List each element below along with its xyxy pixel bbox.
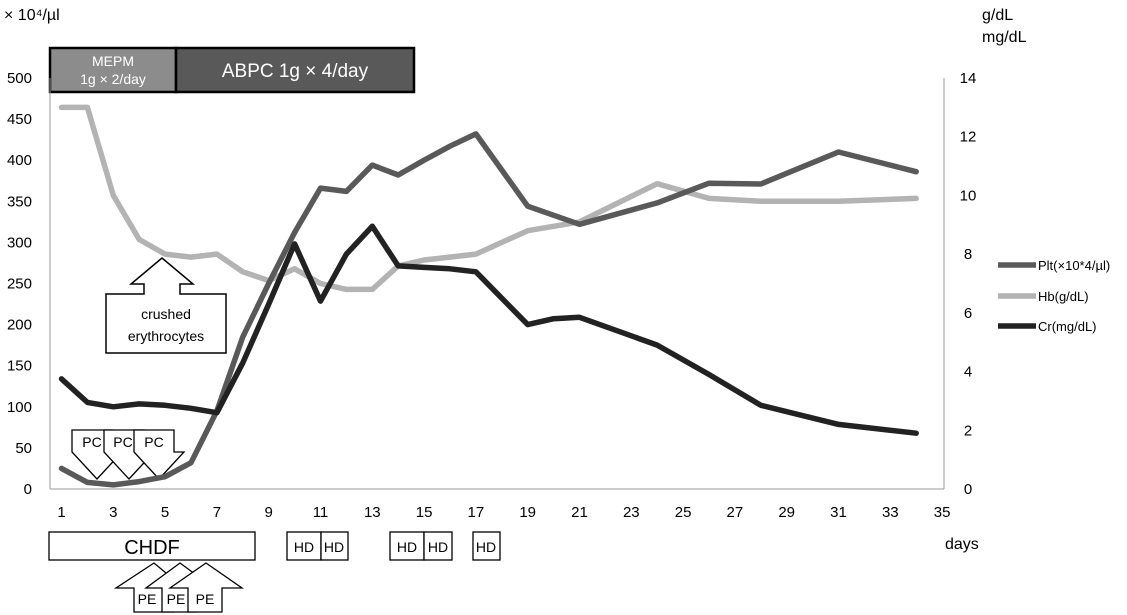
right-tick-label: 8 <box>964 246 972 263</box>
right-tick-label: 4 <box>964 364 972 381</box>
series-lines <box>58 104 919 488</box>
x-tick-label: 11 <box>313 504 329 521</box>
left-tick-label: 200 <box>7 317 32 334</box>
svg-text:HD: HD <box>428 539 448 555</box>
right-tick-label: 10 <box>960 187 977 204</box>
left-tick-label: 150 <box>7 358 32 375</box>
mepm-label-line2: 1g × 2/day <box>80 71 146 87</box>
left-tick-label: 250 <box>7 276 32 293</box>
left-tick-label: 400 <box>7 152 32 169</box>
mepm-label-line1: MEPM <box>92 53 134 69</box>
svg-text:PE: PE <box>167 591 186 607</box>
x-axis-label: days <box>945 536 979 553</box>
legend-label: Cr(mg/dL) <box>1038 319 1097 334</box>
hd-session-5: HD <box>472 531 501 561</box>
pc-label-3: PC <box>144 434 163 450</box>
x-tick-label: 33 <box>882 504 899 521</box>
right-tick-label: 14 <box>960 70 977 87</box>
legend-label: Hb(g/dL) <box>1038 289 1089 304</box>
right-tick-label: 2 <box>964 422 972 439</box>
svg-text:PE: PE <box>138 591 157 607</box>
x-tick-label: 5 <box>161 504 169 521</box>
hd-session-4: HD <box>423 531 453 561</box>
svg-text:HD: HD <box>397 539 417 555</box>
x-axis-ticks: 1 3 5 7 9 11 13 15 17 19 21 23 25 27 29 31 33 35 <box>57 504 950 521</box>
left-tick-label: 450 <box>7 111 32 128</box>
x-tick-label: 23 <box>623 504 640 521</box>
x-tick-label: 27 <box>727 504 744 521</box>
left-tick-label: 500 <box>7 70 32 87</box>
hd-session-3: HD <box>389 531 425 561</box>
right-axis-ticks: 0 2 4 6 8 10 12 14 <box>960 70 977 498</box>
series-line-2 <box>58 104 919 293</box>
chdf-label: CHDF <box>124 537 180 559</box>
x-tick-label: 21 <box>571 504 588 521</box>
x-tick-label: 9 <box>265 504 273 521</box>
svg-text:PE: PE <box>196 591 215 607</box>
x-tick-label: 31 <box>830 504 847 521</box>
x-tick-label: 25 <box>675 504 692 521</box>
left-tick-label: 100 <box>7 399 32 416</box>
x-tick-label: 7 <box>213 504 221 521</box>
left-tick-label: 350 <box>7 193 32 210</box>
pc-arrow-3: PC <box>133 429 186 480</box>
abpc-label: ABPC 1g × 4/day <box>222 61 369 82</box>
right-tick-label: 0 <box>964 481 972 498</box>
x-tick-label: 17 <box>468 504 485 521</box>
legend: Plt(×10*4/µl) Hb(g/dL) Cr(mg/dL) <box>998 258 1110 334</box>
pc-label-1: PC <box>82 434 101 450</box>
callout-line2: erythrocytes <box>128 328 204 344</box>
left-axis-unit: × 10⁴/µl <box>4 7 60 24</box>
right-tick-label: 12 <box>960 129 977 146</box>
x-tick-label: 35 <box>934 504 951 521</box>
mepm-bar <box>48 46 178 94</box>
callout-line1: crushed <box>141 306 191 322</box>
x-tick-label: 13 <box>364 504 381 521</box>
left-tick-label: 0 <box>24 481 32 498</box>
x-tick-label: 29 <box>778 504 795 521</box>
x-tick-label: 3 <box>109 504 117 521</box>
series-line-1 <box>58 131 919 488</box>
svg-text:HD: HD <box>294 539 314 555</box>
legend-label: Plt(×10*4/µl) <box>1038 258 1110 273</box>
crushed-erythrocytes-callout <box>105 257 227 354</box>
right-axis-unit-1: g/dL <box>982 7 1013 24</box>
right-axis-unit-2: mg/dL <box>982 29 1027 46</box>
chdf-box <box>48 531 256 561</box>
left-tick-label: 50 <box>15 440 32 457</box>
abpc-bar <box>174 46 416 94</box>
left-axis-ticks: 0 50 100 150 200 250 300 350 400 450 500 <box>7 70 32 498</box>
pe-arrow-3: PE <box>167 562 245 613</box>
hd-session-1: HD <box>286 531 322 561</box>
svg-text:HD: HD <box>324 539 344 555</box>
pc-label-2: PC <box>113 434 132 450</box>
left-tick-label: 300 <box>7 234 32 251</box>
x-tick-label: 19 <box>519 504 536 521</box>
x-tick-label: 1 <box>57 504 65 521</box>
right-tick-label: 6 <box>964 305 972 322</box>
hd-session-2: HD <box>320 531 349 561</box>
series-line-3 <box>58 223 919 436</box>
svg-text:HD: HD <box>476 539 496 555</box>
x-tick-label: 15 <box>416 504 433 521</box>
